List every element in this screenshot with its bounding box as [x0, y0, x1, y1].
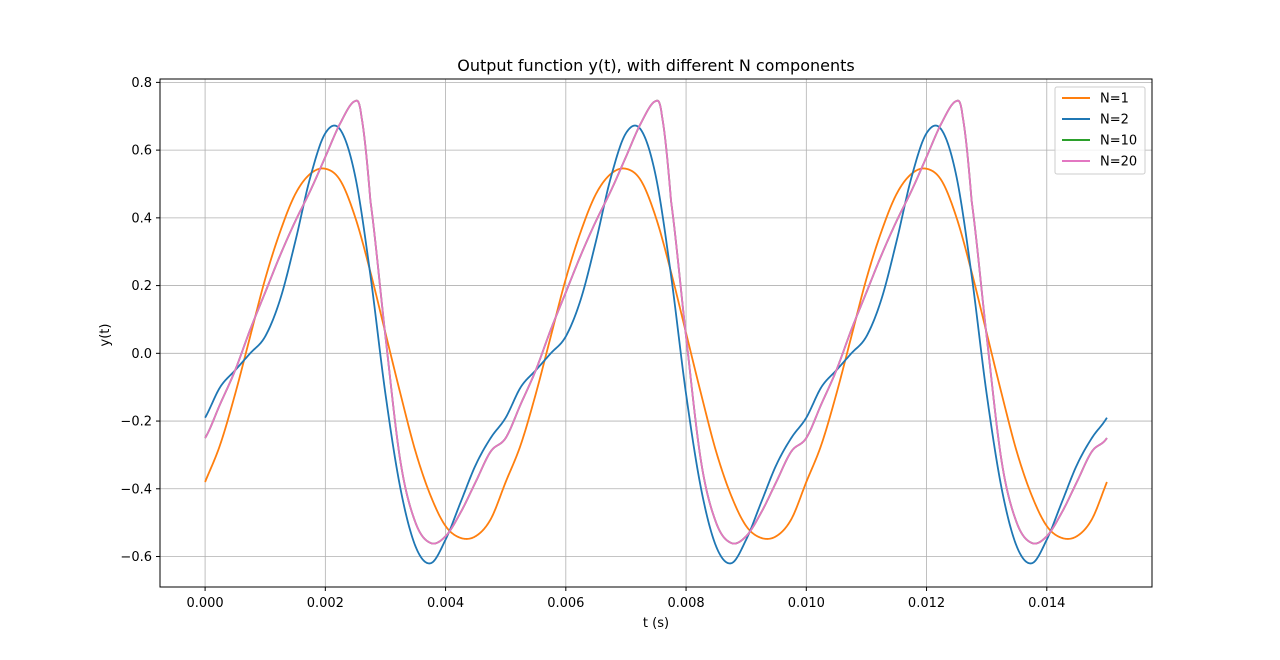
- series-group: [204, 99, 1108, 565]
- series-line-n-1: [204, 167, 1108, 540]
- x-tick-label: 0.012: [908, 596, 945, 611]
- plot-area: 0.000 0.002 0.004 0.006 0.008 0.010 0.012 0.014…: [120, 76, 1153, 611]
- y-tick-label: −0.2: [120, 415, 152, 430]
- plot-frame: [159, 78, 1153, 588]
- y-tick-label: 0.8: [131, 76, 152, 91]
- y-tick-label: 0.0: [131, 347, 152, 362]
- series-line-n-20: [204, 99, 1108, 545]
- x-tick-label: 0.014: [1028, 596, 1065, 611]
- y-axis: −0.6 −0.4 −0.2 0.0 0.2 0.4 0.6 0.8: [120, 76, 160, 565]
- y-tick-label: −0.6: [120, 550, 152, 565]
- legend-entry-label: N=2: [1100, 113, 1129, 128]
- x-tick-label: 0.006: [547, 596, 584, 611]
- y-tick-label: 0.2: [131, 279, 152, 294]
- x-tick-label: 0.008: [667, 596, 704, 611]
- chart-title: Output function y(t), with different N c…: [457, 56, 854, 75]
- y-axis-label: y(t): [98, 324, 113, 347]
- x-tick-label: 0.004: [427, 596, 464, 611]
- series-line-n-2: [204, 124, 1108, 565]
- legend: N=1 N=2 N=10 N=20: [1054, 86, 1146, 175]
- x-axis-label: t (s): [643, 616, 669, 631]
- legend-entry-label: N=1: [1100, 92, 1129, 107]
- x-axis: 0.000 0.002 0.004 0.006 0.008 0.010 0.012 0.014: [186, 587, 1065, 611]
- legend-entry-label: N=20: [1100, 155, 1137, 170]
- x-tick-label: 0.010: [788, 596, 825, 611]
- x-tick-label: 0.000: [186, 596, 223, 611]
- x-tick-label: 0.002: [307, 596, 344, 611]
- y-tick-label: −0.4: [120, 482, 152, 497]
- legend-entry-label: N=10: [1100, 134, 1137, 149]
- y-tick-label: 0.4: [131, 211, 152, 226]
- legend-box: [1054, 86, 1146, 175]
- y-tick-label: 0.6: [131, 144, 152, 159]
